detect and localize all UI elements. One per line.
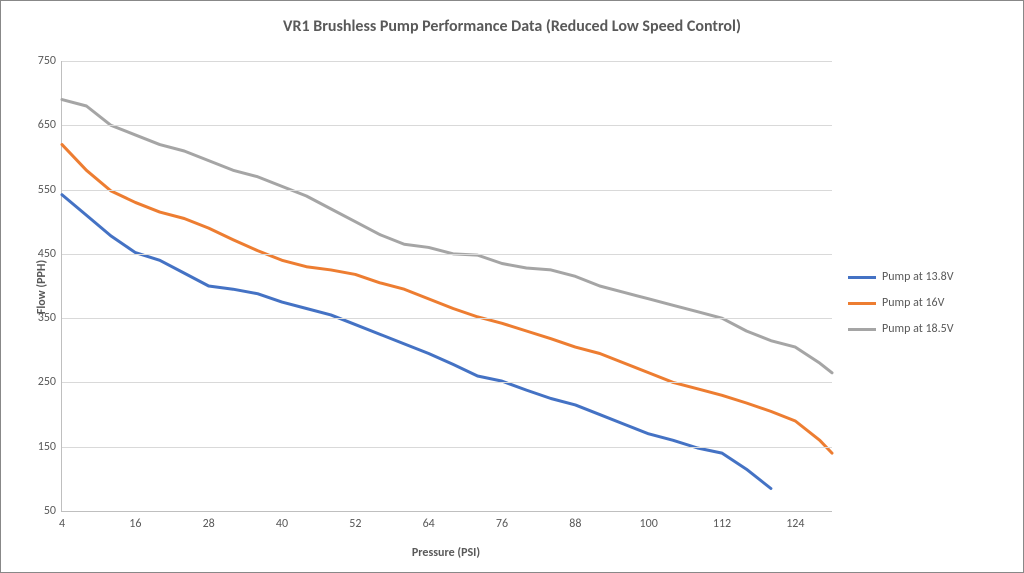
plot-area: 5015025035045055065075041628405264768810… [61, 61, 832, 512]
y-tick-label: 450 [26, 247, 56, 261]
x-axis-label: Pressure (PSI) [61, 546, 831, 560]
y-tick-label: 50 [26, 504, 56, 518]
legend-swatch [848, 328, 876, 331]
x-tick-label: 100 [634, 517, 664, 531]
y-tick-label: 750 [26, 54, 56, 68]
x-tick-label: 112 [707, 517, 737, 531]
legend-swatch [848, 302, 876, 305]
y-tick-label: 550 [26, 183, 56, 197]
x-tick-label: 40 [267, 517, 297, 531]
legend-label: Pump at 18.5V [882, 322, 954, 336]
y-tick-label: 150 [26, 440, 56, 454]
legend-item: Pump at 18.5V [848, 319, 954, 339]
chart-container: VR1 Brushless Pump Performance Data (Red… [0, 0, 1024, 573]
legend-item: Pump at 13.8V [848, 267, 954, 287]
series-line-pump-at-18-5v [62, 100, 832, 373]
x-tick-label: 76 [487, 517, 517, 531]
series-line-pump-at-13-8v [62, 195, 771, 489]
chart-svg [62, 61, 832, 511]
x-tick-label: 52 [340, 517, 370, 531]
x-tick-label: 64 [414, 517, 444, 531]
gridline [62, 61, 832, 62]
x-tick-label: 16 [120, 517, 150, 531]
y-axis-label: Flow (PPH) [35, 259, 49, 313]
gridline [62, 125, 832, 126]
y-tick-label: 650 [26, 118, 56, 132]
x-tick-label: 124 [780, 517, 810, 531]
legend-item: Pump at 16V [848, 293, 954, 313]
series-line-pump-at-16v [62, 145, 832, 454]
legend-label: Pump at 16V [882, 296, 944, 310]
legend-swatch [848, 276, 876, 279]
x-tick-label: 4 [47, 517, 77, 531]
legend: Pump at 13.8V Pump at 16V Pump at 18.5V [848, 261, 954, 345]
chart-title: VR1 Brushless Pump Performance Data (Red… [1, 17, 1023, 36]
gridline [62, 382, 832, 383]
legend-label: Pump at 13.8V [882, 270, 954, 284]
gridline [62, 190, 832, 191]
gridline [62, 254, 832, 255]
x-tick-label: 28 [194, 517, 224, 531]
x-tick-label: 88 [560, 517, 590, 531]
y-tick-label: 350 [26, 311, 56, 325]
gridline [62, 318, 832, 319]
y-tick-label: 250 [26, 375, 56, 389]
gridline [62, 447, 832, 448]
